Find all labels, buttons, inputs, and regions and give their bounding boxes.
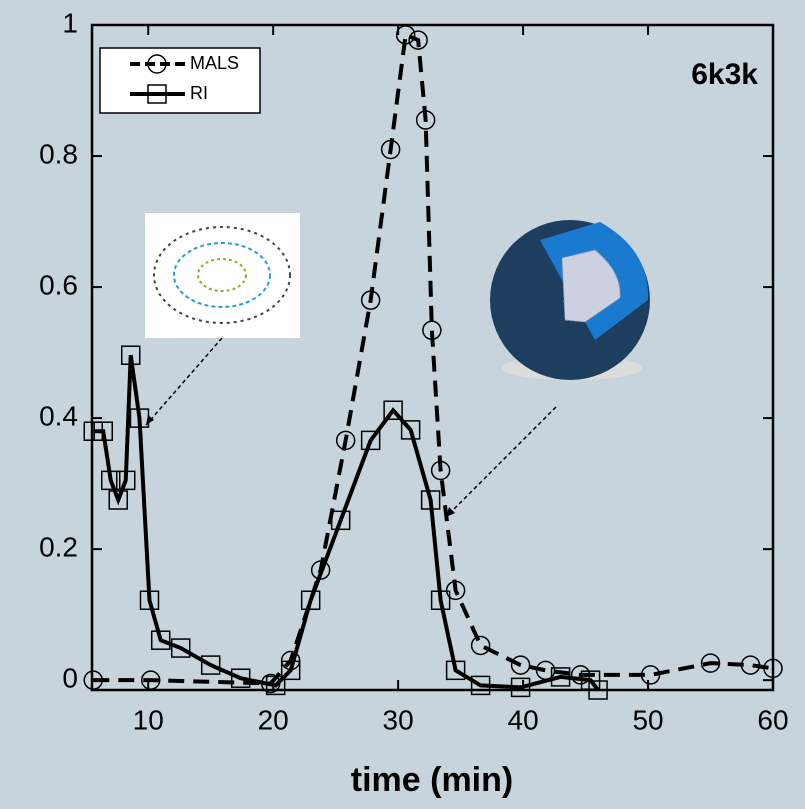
marker (360, 290, 381, 310)
marker (330, 510, 351, 531)
y-tick-label: 1 (62, 7, 78, 38)
marker (570, 665, 591, 685)
marker (470, 675, 491, 696)
x-axis-label: time (min) (351, 761, 513, 799)
marker (120, 345, 141, 365)
dendrimer-image (145, 213, 300, 338)
marker (445, 580, 466, 601)
marker (265, 675, 286, 696)
marker (550, 667, 571, 687)
marker (230, 668, 251, 688)
marker (430, 460, 451, 481)
x-tick-label: 20 (258, 704, 289, 735)
marker (510, 655, 531, 675)
marker (640, 665, 661, 685)
y-tick-label: 0 (62, 663, 78, 694)
y-tick-label: 0.6 (39, 269, 78, 300)
marker (100, 470, 121, 491)
legend (99, 47, 261, 114)
x-tick-label: 10 (133, 704, 164, 735)
sphere-image (490, 220, 650, 380)
marker (400, 420, 421, 440)
marker (300, 590, 321, 610)
annotation: 6k3k (691, 58, 758, 91)
marker (200, 655, 221, 675)
y-tick-label: 0.2 (39, 532, 78, 563)
y-tick-label: 0.4 (39, 400, 78, 431)
marker (280, 660, 301, 681)
marker (93, 421, 113, 441)
legend-label: MALS (190, 53, 239, 73)
marker (445, 660, 466, 681)
plot-frame (90, 23, 775, 692)
legend-marker (147, 54, 167, 74)
legend-label: RI (190, 83, 208, 103)
marker (383, 400, 403, 420)
marker (420, 490, 441, 510)
marker (115, 470, 136, 491)
marker (380, 139, 401, 160)
arrow (145, 337, 223, 426)
marker (422, 320, 442, 341)
marker (408, 30, 428, 50)
x-tick-label: 60 (757, 704, 788, 735)
marker (129, 408, 150, 428)
marker (139, 590, 160, 610)
marker (740, 655, 761, 675)
marker (510, 677, 531, 698)
x-tick-label: 50 (632, 704, 663, 735)
x-tick-label: 30 (383, 704, 414, 735)
y-tick-label: 0.8 (39, 138, 78, 169)
marker (700, 653, 721, 673)
x-tick-label: 40 (508, 704, 539, 735)
marker (470, 635, 491, 656)
marker (430, 590, 451, 610)
marker (360, 430, 381, 451)
marker (170, 638, 191, 658)
marker (415, 110, 436, 130)
marker (150, 630, 171, 650)
marker (335, 430, 356, 451)
arrow-head (446, 507, 455, 517)
arrow (445, 406, 557, 518)
legend-marker (147, 84, 167, 104)
marker (108, 490, 128, 510)
